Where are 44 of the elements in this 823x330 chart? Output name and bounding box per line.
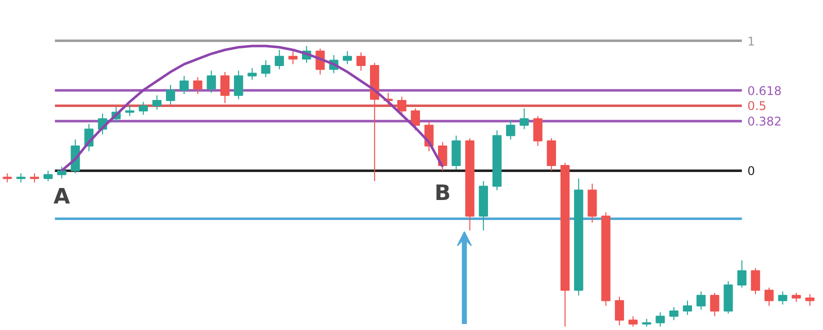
y-tick-label: 0.618 — [747, 84, 782, 98]
candlestick — [261, 60, 270, 78]
candlestick — [410, 108, 420, 131]
candlestick — [805, 294, 814, 306]
candlestick — [138, 101, 148, 116]
candlestick — [234, 70, 244, 100]
annotation: A — [53, 184, 70, 210]
candlestick — [30, 172, 40, 183]
candlestick — [2, 172, 12, 183]
candlestick — [288, 50, 298, 65]
candlestick — [274, 49, 284, 70]
y-tick-label: 0.382 — [747, 114, 782, 129]
candlestick — [682, 300, 692, 316]
candlestick — [57, 166, 66, 179]
y-tick-label: 1 — [747, 34, 755, 48]
candlestick — [750, 268, 760, 295]
candlestick — [669, 306, 678, 321]
candlestick — [248, 68, 257, 80]
candlestick — [506, 120, 516, 140]
annotation: B — [434, 180, 451, 206]
candlestick — [342, 50, 352, 65]
candlestick — [792, 292, 801, 302]
candlestick — [614, 296, 624, 326]
candlestick — [533, 116, 542, 147]
candlestick — [180, 75, 189, 95]
candlestick — [778, 291, 788, 306]
candlestick — [220, 71, 230, 104]
candlestick — [206, 70, 216, 94]
candlestick — [656, 312, 665, 328]
candlestick — [710, 292, 720, 317]
candlestick — [356, 52, 366, 72]
candlestick — [696, 291, 706, 310]
y-tick-label: 0 — [747, 164, 755, 178]
candlestick — [628, 316, 638, 328]
candlestick — [193, 76, 202, 95]
candlestick — [44, 170, 53, 182]
y-tick-label: 0.5 — [747, 99, 766, 114]
candlestick — [125, 105, 134, 117]
candlestick — [520, 108, 529, 130]
candlestick — [16, 172, 26, 183]
candlestick — [764, 287, 774, 306]
candlestick — [152, 94, 162, 110]
candlestick — [737, 260, 746, 288]
candlestick — [166, 84, 176, 105]
